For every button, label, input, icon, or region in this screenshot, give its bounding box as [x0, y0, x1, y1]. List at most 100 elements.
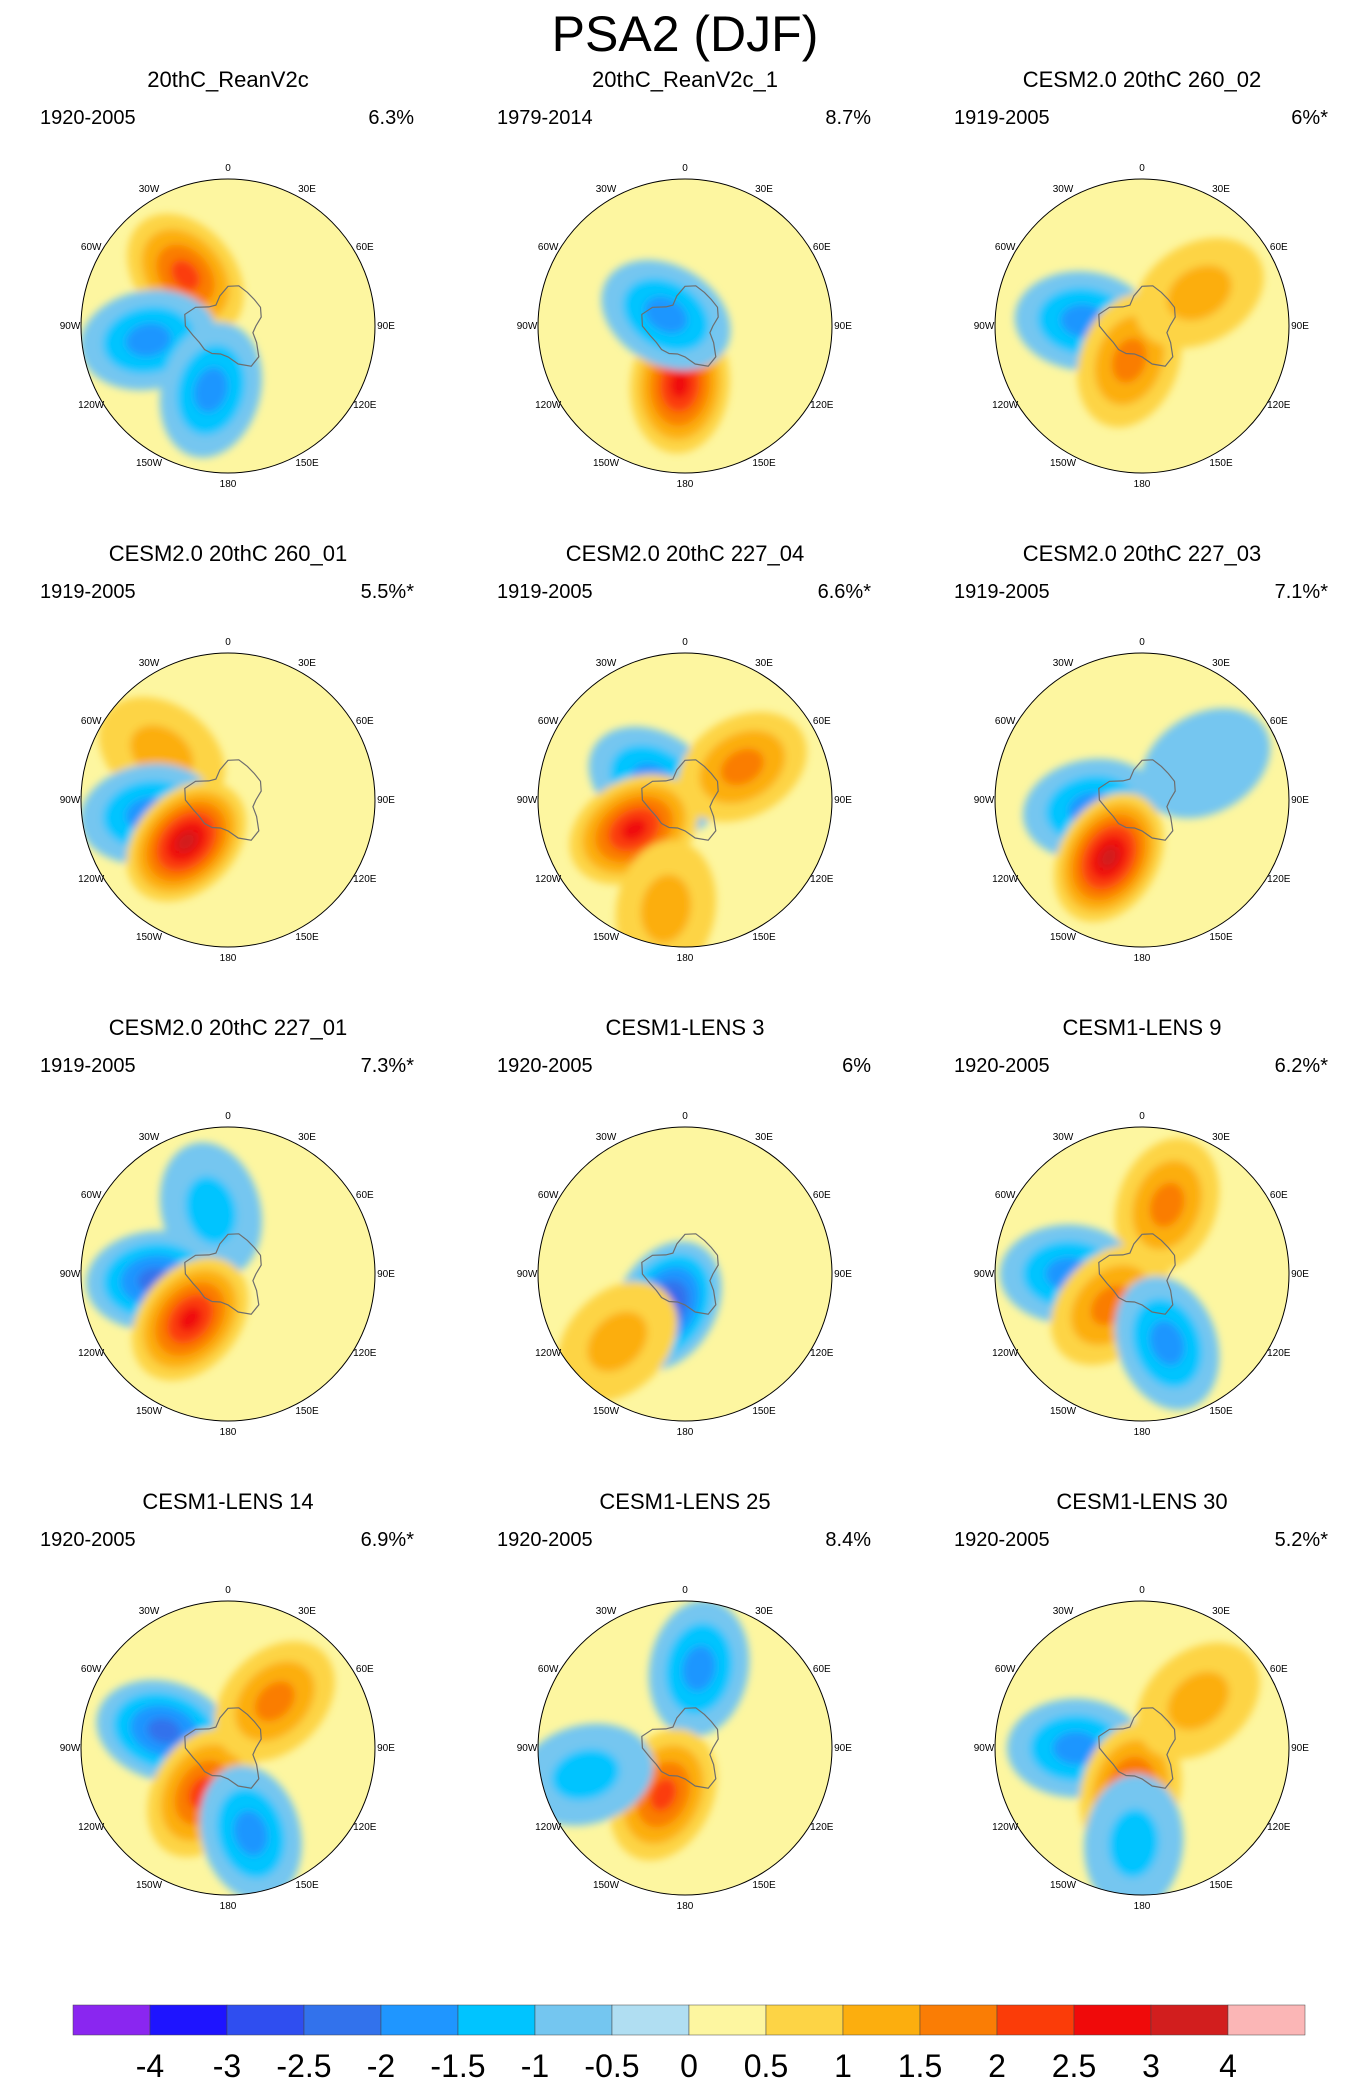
longitude-label: 60W: [995, 1190, 1016, 1201]
anomaly-contour: [669, 370, 690, 399]
map-panel: 0 30E 60E 90E 120E 150E 180 150W 120W 90W 60W 30W C…: [457, 540, 913, 1010]
longitude-label: 150E: [1209, 932, 1233, 943]
longitude-label: 0: [682, 637, 688, 648]
longitude-label: 150E: [752, 458, 776, 469]
anomaly-contour: [1149, 1320, 1185, 1366]
colorbar-swatch: [72, 2004, 151, 2036]
panel-variance: 6.9%*: [360, 1529, 414, 1551]
anomaly-contour: [640, 874, 692, 943]
colorbar-swatch: [226, 2004, 305, 2036]
panel-variance: 7.1%*: [1274, 581, 1328, 603]
longitude-label: 60E: [1270, 1190, 1288, 1201]
polar-map: 0 30E 60E 90E 120E 150E 180 150W 120W 90W 60W 30W: [974, 163, 1310, 490]
longitude-label: 180: [677, 479, 694, 490]
polar-map: 0 30E 60E 90E 120E 150E 180 150W 120W 90W 60W 30W: [974, 1585, 1310, 1912]
panel-period: 1919-2005: [954, 107, 1050, 129]
longitude-label: 30E: [298, 1132, 316, 1143]
longitude-label: 30W: [1053, 1606, 1074, 1617]
longitude-label: 150E: [295, 458, 319, 469]
longitude-label: 180: [220, 479, 237, 490]
longitude-label: 30E: [1212, 184, 1230, 195]
map-boundary: [537, 178, 833, 474]
colorbar-tick-label: -2: [367, 2048, 395, 2082]
anomaly-contour: [193, 367, 228, 413]
map-panel: 0 30E 60E 90E 120E 150E 180 150W 120W 90W 60W 30W C…: [914, 1488, 1370, 1958]
panel-title: CESM2.0 20thC 227_03: [1022, 541, 1262, 566]
polar-map: 0 30E 60E 90E 120E 150E 180 150W 120W 90W 60W 30W: [60, 1585, 396, 1912]
map-boundary: [994, 178, 1290, 474]
longitude-label: 0: [682, 163, 688, 174]
map-boundary: [994, 1126, 1290, 1422]
panel-title: CESM1-LENS 25: [599, 1489, 771, 1514]
anomaly-contour: [644, 296, 688, 334]
colorbar-tick-label: 1.5: [898, 2048, 942, 2082]
longitude-label: 120E: [810, 874, 834, 885]
longitude-label: 150W: [593, 1880, 620, 1891]
anomaly-contour: [649, 1778, 677, 1812]
longitude-label: 150W: [136, 932, 163, 943]
longitude-label: 0: [1139, 163, 1145, 174]
longitude-label: 90W: [60, 795, 81, 806]
panel-title: CESM2.0 20thC 260_01: [108, 541, 348, 566]
longitude-label: 90E: [1291, 1269, 1309, 1280]
colorbar-swatch: [1073, 2004, 1152, 2036]
map-boundary: [80, 652, 376, 948]
colorbar-tick-label: -4: [136, 2048, 164, 2082]
panel-variance: 6.2%*: [1274, 1055, 1328, 1077]
colorbar-swatch: [611, 2004, 690, 2036]
polar-map: 0 30E 60E 90E 120E 150E 180 150W 120W 90W 60W 30W: [974, 1111, 1310, 1438]
anomaly-contour: [178, 1306, 202, 1332]
longitude-label: 150E: [295, 1880, 319, 1891]
map-boundary: [537, 652, 833, 948]
longitude-label: 30W: [139, 1606, 160, 1617]
longitude-label: 150W: [1050, 1880, 1077, 1891]
panel-period: 1919-2005: [40, 581, 136, 603]
map-boundary: [537, 1126, 833, 1422]
map-panel: 0 30E 60E 90E 120E 150E 180 150W 120W 90W 60W 30W C…: [0, 540, 456, 1010]
colorbar-swatch: [457, 2004, 536, 2036]
longitude-label: 30E: [1212, 1606, 1230, 1617]
longitude-label: 60E: [356, 716, 374, 727]
antarctic-coastline: [184, 1233, 262, 1315]
longitude-label: 90W: [974, 1743, 995, 1754]
longitude-label: 150E: [752, 932, 776, 943]
colorbar-tick-label: 1: [834, 2048, 852, 2082]
longitude-label: 30E: [755, 1132, 773, 1143]
map-panel: 0 30E 60E 90E 120E 150E 180 150W 120W 90W 60W 30W C…: [914, 66, 1370, 536]
colorbar-tick-label: 4: [1219, 2048, 1237, 2082]
anomaly-contour: [621, 818, 648, 841]
longitude-label: 60W: [81, 1190, 102, 1201]
longitude-label: 30E: [298, 1606, 316, 1617]
longitude-label: 150W: [1050, 932, 1077, 943]
longitude-label: 90W: [974, 1269, 995, 1280]
longitude-label: 60W: [81, 1664, 102, 1675]
antarctic-coastline: [184, 759, 262, 841]
panel-period: 1920-2005: [954, 1055, 1050, 1077]
longitude-label: 0: [682, 1585, 688, 1596]
colorbar-tick-label: -0.5: [584, 2048, 639, 2082]
panel-title: CESM1-LENS 3: [605, 1015, 765, 1040]
panel-title: 20thC_ReanV2c: [147, 67, 309, 92]
longitude-label: 90E: [834, 1269, 852, 1280]
longitude-label: 120E: [1267, 1348, 1291, 1359]
longitude-label: 30E: [755, 658, 773, 669]
longitude-label: 90W: [517, 1269, 538, 1280]
map-panel: 0 30E 60E 90E 120E 150E 180 150W 120W 90W 60W 30W 2…: [457, 66, 913, 536]
longitude-label: 180: [677, 1427, 694, 1438]
panel-period: 1920-2005: [954, 1529, 1050, 1551]
map-panel: 0 30E 60E 90E 120E 150E 180 150W 120W 90W 60W 30W 2…: [0, 66, 456, 536]
polar-map: 0 30E 60E 90E 120E 150E 180 150W 120W 90W 60W 30W: [517, 163, 853, 490]
anomaly-contour: [1141, 708, 1271, 819]
longitude-label: 90E: [377, 1743, 395, 1754]
longitude-label: 30E: [1212, 658, 1230, 669]
panel-period: 1919-2005: [497, 581, 593, 603]
anomaly-contour: [185, 1176, 237, 1244]
longitude-label: 150E: [295, 1406, 319, 1417]
panel-period: 1920-2005: [40, 1529, 136, 1551]
anomaly-contour: [147, 1718, 182, 1744]
longitude-label: 30E: [755, 1606, 773, 1617]
longitude-label: 0: [1139, 1585, 1145, 1596]
longitude-label: 90E: [1291, 1743, 1309, 1754]
longitude-label: 120W: [535, 400, 562, 411]
antarctic-coastline: [1098, 285, 1176, 367]
